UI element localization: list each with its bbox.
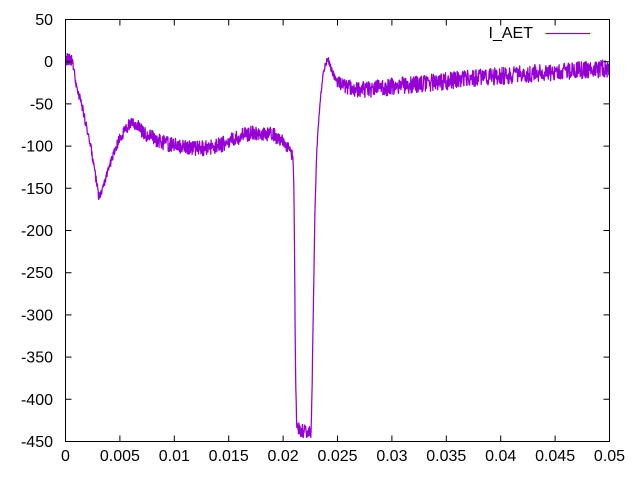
svg-text:0.035: 0.035 (426, 448, 466, 465)
svg-text:0.01: 0.01 (159, 448, 190, 465)
svg-text:0.04: 0.04 (485, 448, 516, 465)
svg-text:I_AET: I_AET (489, 25, 534, 42)
svg-text:0.045: 0.045 (535, 448, 575, 465)
svg-text:0.02: 0.02 (268, 448, 299, 465)
svg-text:0.025: 0.025 (317, 448, 357, 465)
svg-text:-100: -100 (21, 139, 53, 156)
svg-text:-50: -50 (30, 96, 53, 113)
svg-text:50: 50 (35, 12, 53, 29)
svg-text:-400: -400 (21, 392, 53, 409)
svg-text:-200: -200 (21, 223, 53, 240)
svg-text:-350: -350 (21, 350, 53, 367)
svg-text:0.015: 0.015 (209, 448, 249, 465)
svg-text:-300: -300 (21, 307, 53, 324)
svg-text:0.03: 0.03 (376, 448, 407, 465)
svg-text:0: 0 (61, 448, 70, 465)
svg-text:0: 0 (44, 54, 53, 71)
svg-text:0.005: 0.005 (100, 448, 140, 465)
svg-text:0.05: 0.05 (594, 448, 625, 465)
svg-text:-150: -150 (21, 181, 53, 198)
svg-text:-450: -450 (21, 434, 53, 451)
svg-text:-250: -250 (21, 265, 53, 282)
